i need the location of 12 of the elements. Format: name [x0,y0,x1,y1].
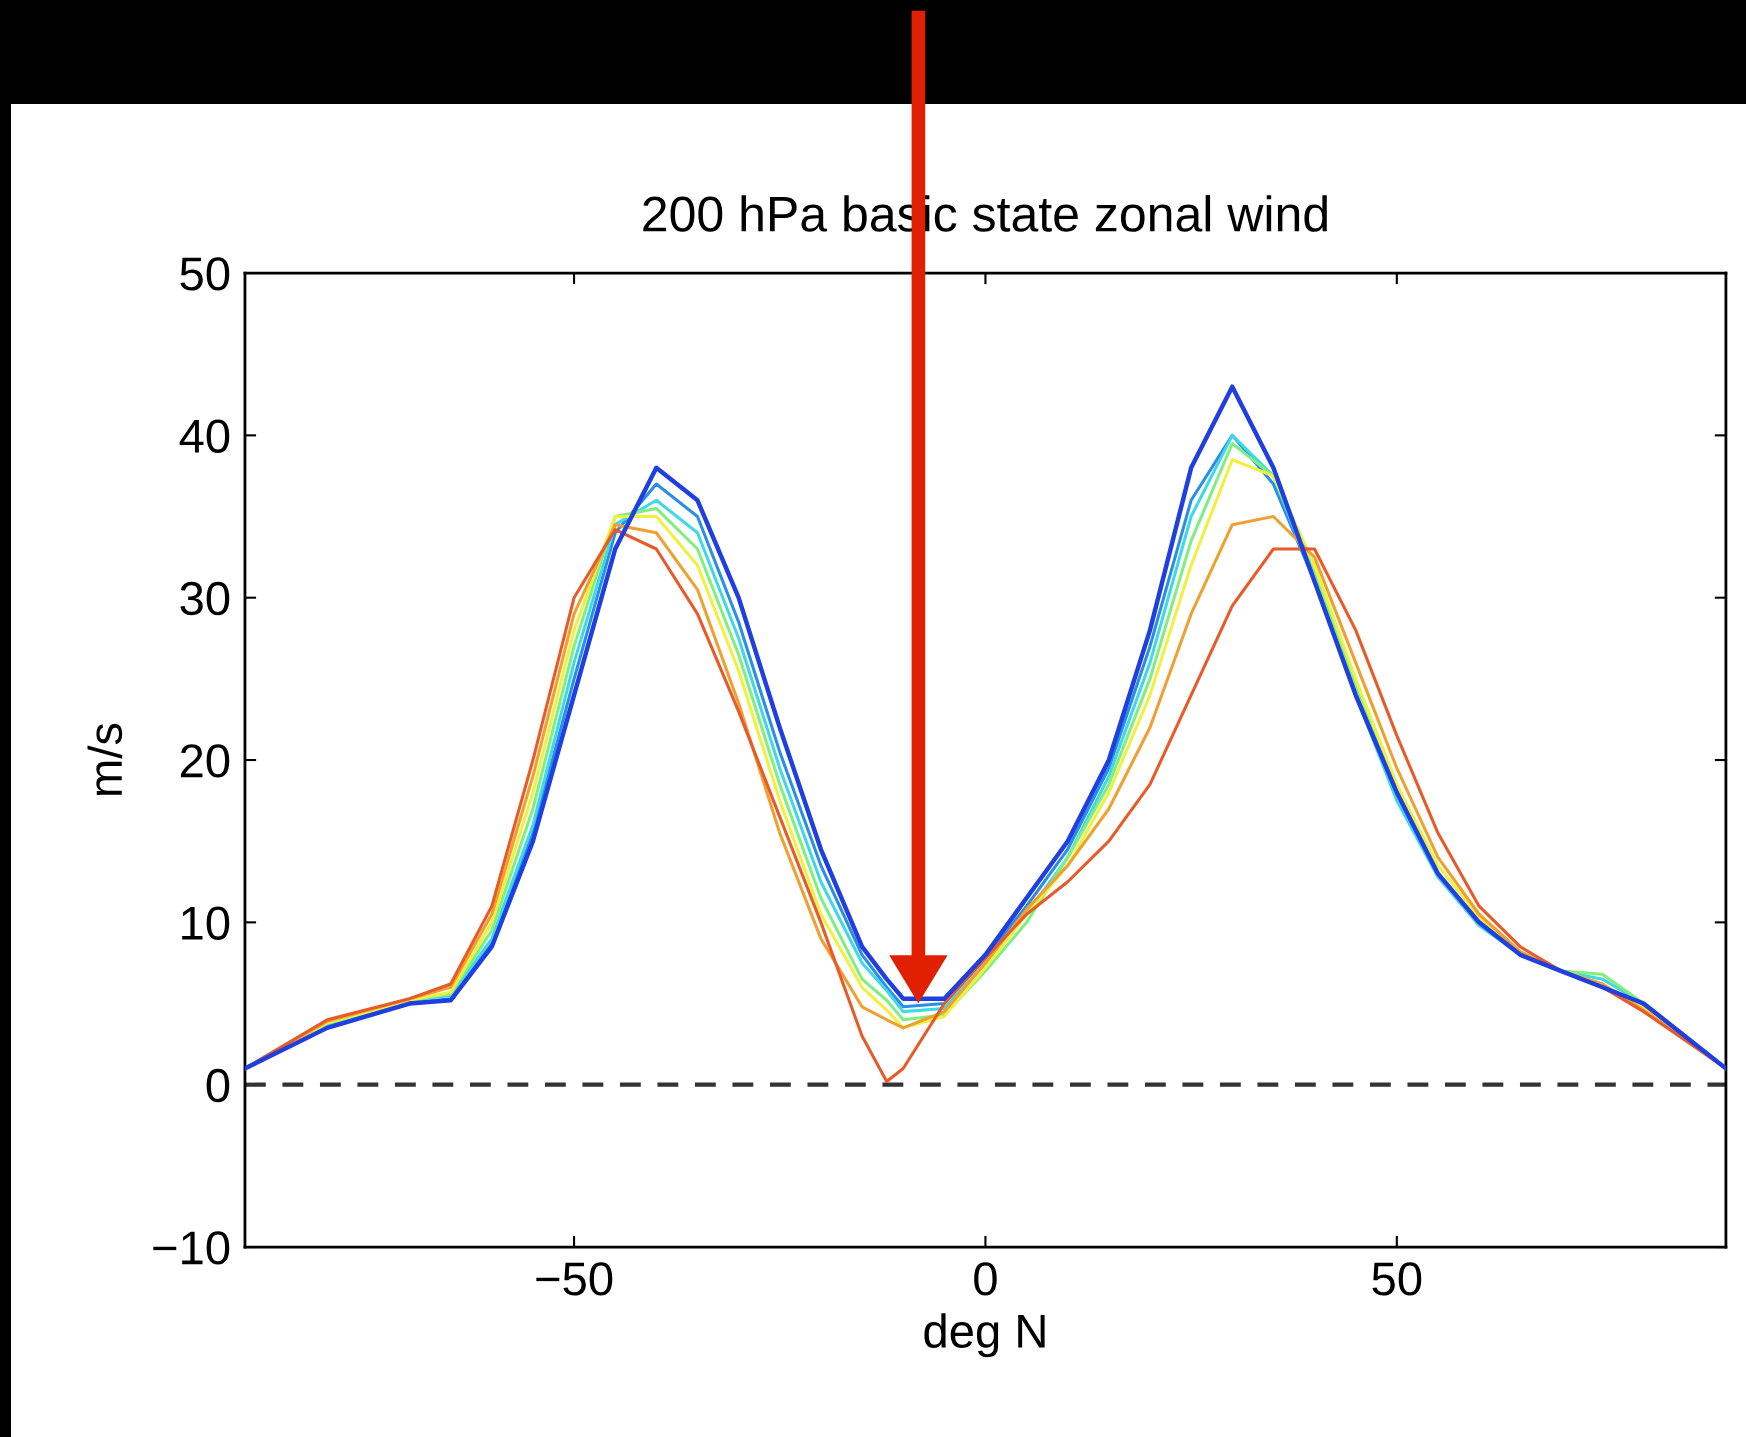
y-tick-label: 20 [180,744,230,778]
x-tick-label: 0 [974,1262,997,1296]
x-tick-label: 50 [1372,1262,1422,1296]
y-tick-label: 40 [179,419,230,453]
y-axis-title: m/s [87,723,123,795]
y-tick-label: −10 [153,1231,230,1265]
y-tick-label: 0 [206,1068,230,1103]
y-tick-label: 30 [180,581,230,616]
y-tick-label: 10 [182,906,230,940]
x-axis-title: deg N [924,1313,1045,1358]
y-tick-label: 50 [180,257,230,291]
x-tick-label: −50 [536,1262,613,1296]
